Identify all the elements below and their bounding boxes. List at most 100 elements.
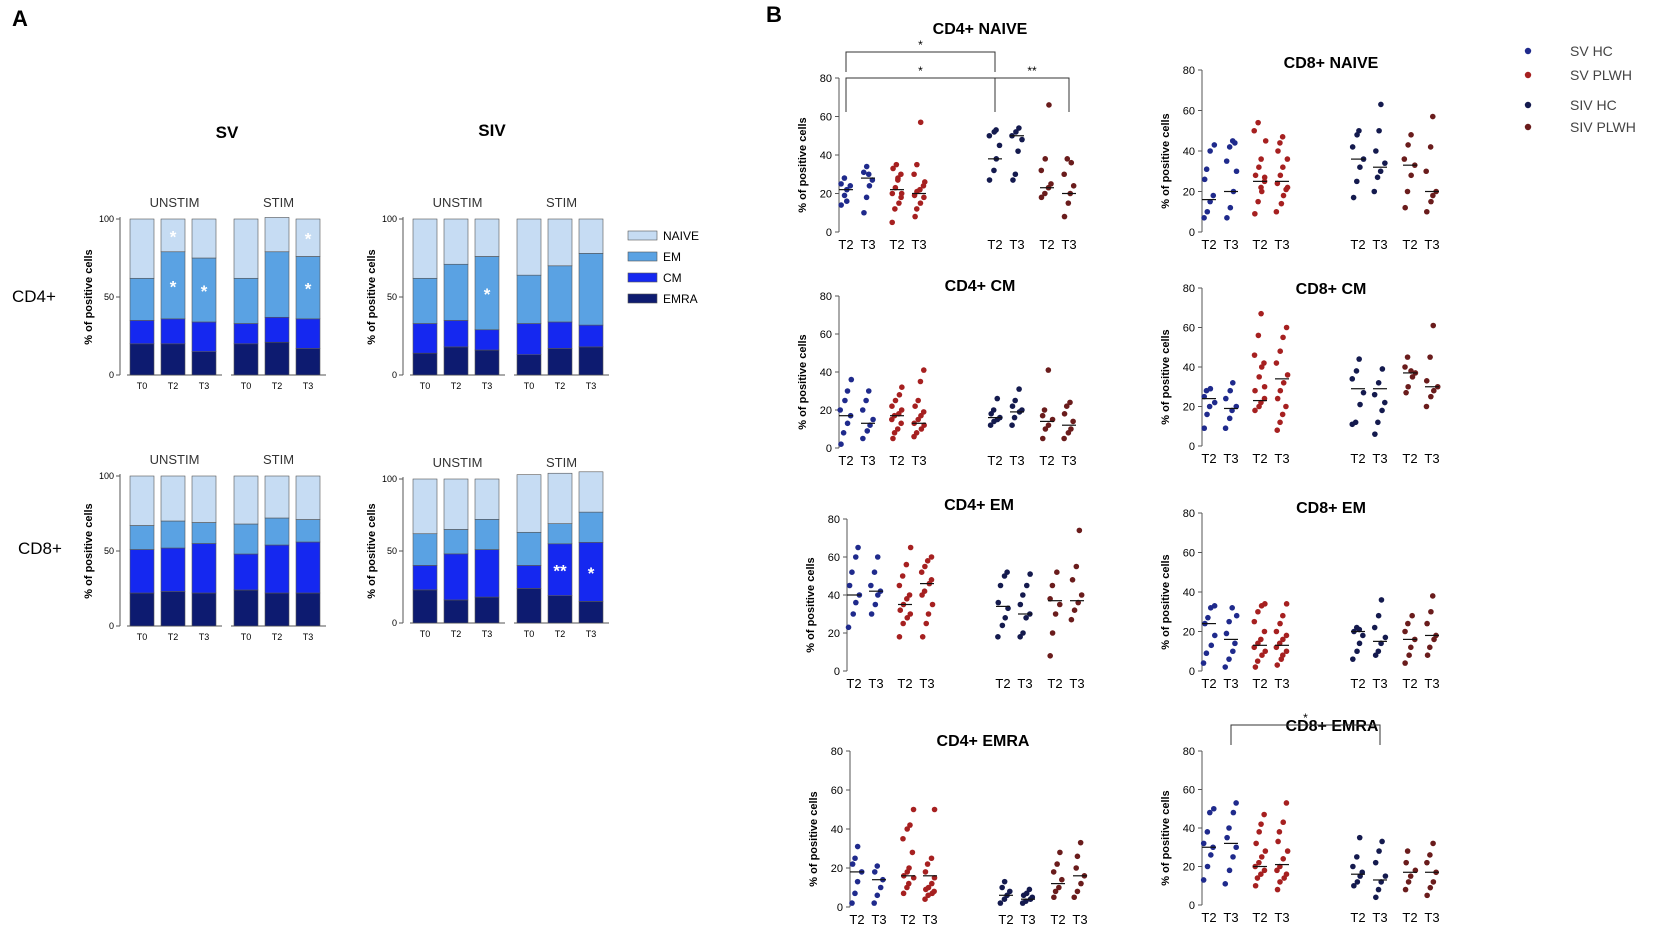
significance-label: * xyxy=(918,38,923,52)
data-point-siv-hc-t3 xyxy=(1371,391,1378,398)
data-point-sv-plwh-t3 xyxy=(1283,403,1289,410)
data-point-siv-hc-t2 xyxy=(1007,888,1013,895)
data-point-sv-hc-t2 xyxy=(854,843,861,850)
bar-segment-emra-t2 xyxy=(160,343,186,376)
data-point-sv-hc-t3 xyxy=(1227,204,1234,211)
y-tick-label: 40 xyxy=(831,824,843,836)
data-point-siv-plwh-t3 xyxy=(1063,403,1070,410)
data-point-sv-hc-t2 xyxy=(1203,166,1210,173)
data-point-siv-plwh-t3 xyxy=(1068,159,1075,166)
data-point-sv-hc-t3 xyxy=(1222,425,1229,432)
bar-segment-naive-t2 xyxy=(264,217,290,253)
data-point-sv-plwh-t2 xyxy=(1262,848,1269,854)
data-point-siv-plwh-t3 xyxy=(1070,418,1076,425)
data-point-siv-hc-t3 xyxy=(1016,125,1022,131)
data-point-siv-plwh-t3 xyxy=(1429,593,1436,599)
y-tick-label: 80 xyxy=(828,514,840,526)
x-tick-label: T2 xyxy=(987,237,1002,252)
x-tick-label: T0 xyxy=(241,381,252,391)
data-point-sv-plwh-t3 xyxy=(912,213,918,220)
data-point-sv-plwh-t2 xyxy=(892,397,899,404)
data-point-sv-plwh-t2 xyxy=(903,561,910,568)
data-point-sv-plwh-t2 xyxy=(899,384,905,391)
x-tick-label: T3 xyxy=(303,632,314,642)
data-point-sv-hc-t3 xyxy=(860,435,866,442)
data-point-sv-plwh-t3 xyxy=(925,884,932,891)
y-tick-label: 40 xyxy=(820,150,832,162)
data-point-siv-hc-t3 xyxy=(1377,168,1384,175)
bar-segment-naive-t0 xyxy=(412,478,438,535)
data-point-siv-hc-t3 xyxy=(1017,601,1024,608)
legend-swatch-cm xyxy=(627,272,658,283)
bar-segment-naive-t2 xyxy=(443,478,469,530)
data-point-sv-plwh-t3 xyxy=(922,869,929,875)
x-tick-label: T2 xyxy=(555,629,566,639)
x-tick-label: T3 xyxy=(860,237,875,252)
data-point-siv-plwh-t2 xyxy=(1406,652,1412,658)
x-tick-label: T3 xyxy=(1020,912,1035,927)
data-point-sv-plwh-t3 xyxy=(1283,324,1290,331)
data-point-sv-hc-t3 xyxy=(860,169,867,176)
data-point-sv-plwh-t3 xyxy=(1273,208,1280,215)
data-point-siv-hc-t3 xyxy=(1023,582,1030,589)
stacked-chart-cd4-sv: 0 50 100 % of positive cells UNSTIM T0 T2 T3 * * *… xyxy=(83,195,326,391)
x-tick-label: T3 xyxy=(1274,910,1289,925)
y-tick-label: 50 xyxy=(104,292,114,302)
data-point-siv-hc-t2 xyxy=(1352,419,1359,426)
condition-label-stim: STIM xyxy=(546,195,577,210)
data-point-sv-plwh-t2 xyxy=(1258,310,1264,317)
data-point-sv-plwh-t2 xyxy=(889,403,895,410)
bar-segment-em-t2 xyxy=(160,520,186,549)
data-point-sv-hc-t3 xyxy=(863,397,869,404)
data-point-sv-plwh-t3 xyxy=(1283,186,1289,193)
data-point-sv-hc-t2 xyxy=(1211,399,1218,406)
data-point-sv-plwh-t3 xyxy=(920,367,927,373)
data-point-sv-hc-t3 xyxy=(1229,380,1236,386)
data-point-sv-hc-t3 xyxy=(871,569,878,575)
data-point-sv-plwh-t2 xyxy=(1255,332,1262,339)
data-point-sv-plwh-t3 xyxy=(1277,419,1283,426)
data-point-sv-hc-t2 xyxy=(841,175,848,181)
data-point-sv-plwh-t2 xyxy=(895,177,901,183)
bar-segment-em-t0 xyxy=(129,525,155,550)
data-point-sv-hc-t2 xyxy=(846,582,853,589)
data-point-sv-hc-t3 xyxy=(868,611,875,617)
bar-segment-cm-t3 xyxy=(191,543,217,594)
data-point-sv-plwh-t3 xyxy=(1274,886,1281,893)
data-point-siv-plwh-t2 xyxy=(1402,204,1408,211)
data-point-siv-plwh-t2 xyxy=(1407,873,1414,879)
data-point-siv-plwh-t3 xyxy=(1068,616,1075,623)
x-tick-label: T3 xyxy=(919,676,934,691)
data-point-sv-plwh-t3 xyxy=(1277,387,1284,394)
row-label-cd8: CD8+ xyxy=(18,539,62,558)
data-point-siv-plwh-t2 xyxy=(1409,374,1416,380)
y-tick-label: 20 xyxy=(831,863,843,875)
significance-star: * xyxy=(305,230,312,249)
data-point-siv-hc-t2 xyxy=(1353,368,1360,374)
data-point-sv-plwh-t3 xyxy=(1277,172,1284,179)
data-point-sv-plwh-t3 xyxy=(917,186,923,193)
significance-bracket xyxy=(1230,724,1381,745)
data-point-siv-plwh-t3 xyxy=(1427,354,1433,360)
bar-segment-naive-t3 xyxy=(474,478,500,520)
bar-segment-naive-t0 xyxy=(129,218,155,279)
y-tick-label: 80 xyxy=(820,73,832,85)
data-point-siv-plwh-t2 xyxy=(1038,167,1045,174)
x-tick-label: T3 xyxy=(911,453,926,468)
data-point-sv-plwh-t3 xyxy=(912,403,918,410)
data-point-sv-plwh-t2 xyxy=(906,865,912,871)
data-point-sv-plwh-t2 xyxy=(1261,174,1268,181)
data-point-sv-plwh-t2 xyxy=(905,880,912,887)
x-tick-label: T3 xyxy=(1424,676,1439,691)
data-point-siv-hc-t3 xyxy=(1382,873,1389,879)
data-point-sv-hc-t2 xyxy=(1201,425,1208,432)
data-point-sv-plwh-t3 xyxy=(1283,601,1290,607)
x-tick-label: T2 xyxy=(1201,237,1216,252)
x-tick-label: T2 xyxy=(900,912,915,927)
data-point-sv-plwh-t3 xyxy=(1279,134,1286,140)
bar-segment-em-t0 xyxy=(516,531,542,566)
x-tick-label: T2 xyxy=(995,676,1010,691)
data-point-siv-hc-t3 xyxy=(1012,171,1019,178)
legend-panel-b: SV HC SV PLWH SIV HC SIV PLWH xyxy=(1524,43,1636,135)
y-tick-label: 60 xyxy=(820,329,832,341)
